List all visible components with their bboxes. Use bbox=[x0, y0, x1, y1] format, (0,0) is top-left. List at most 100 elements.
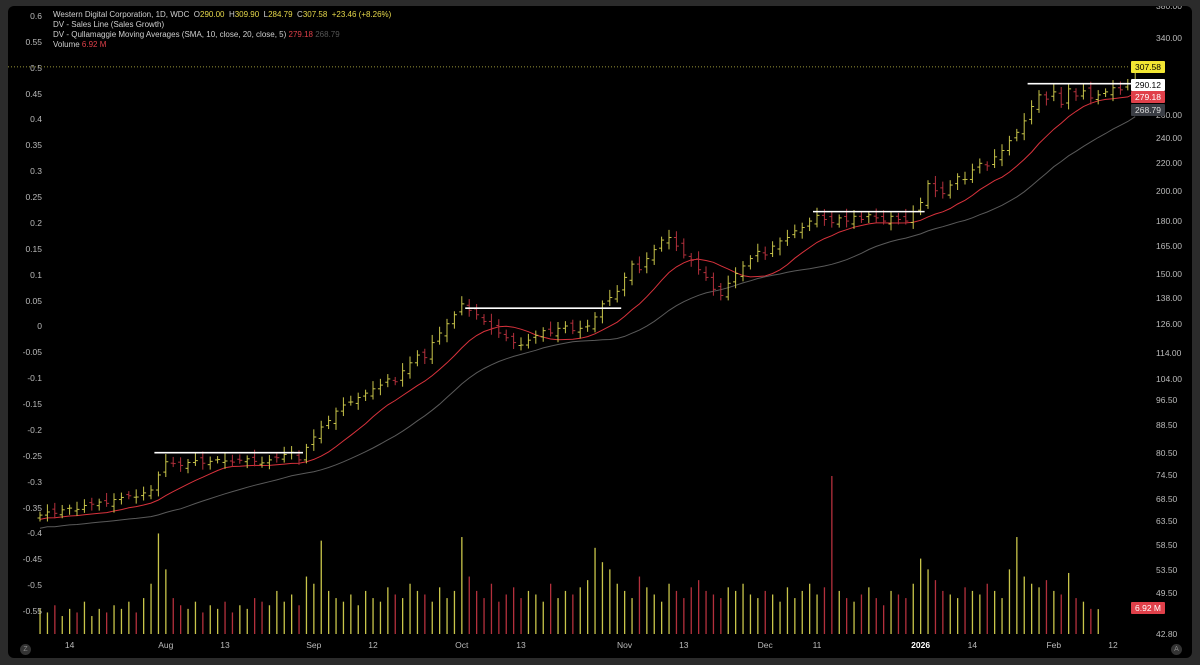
right-axis-tick: 68.50 bbox=[1156, 494, 1178, 505]
volume-bar bbox=[912, 583, 914, 634]
x-axis-label: 13 bbox=[516, 640, 526, 650]
volume-value: 6.92 M bbox=[81, 40, 107, 49]
price-chart[interactable] bbox=[8, 6, 1192, 658]
volume-bar bbox=[868, 587, 870, 634]
volume-bar bbox=[1097, 609, 1099, 634]
volume-bar bbox=[402, 598, 404, 634]
volume-bar bbox=[1053, 590, 1055, 634]
volume-bar bbox=[83, 601, 86, 634]
volume-bar bbox=[1082, 601, 1085, 634]
right-axis-tick: 126.00 bbox=[1156, 318, 1182, 329]
volume-bar bbox=[749, 594, 752, 634]
volume-bar bbox=[609, 569, 611, 634]
volume-bar bbox=[979, 594, 981, 634]
high-label: H bbox=[228, 10, 235, 19]
volume-bar bbox=[202, 612, 204, 634]
volume-bar bbox=[1031, 583, 1033, 634]
volume-bar bbox=[298, 605, 300, 634]
x-axis-label: 12 bbox=[1108, 640, 1118, 650]
volume-bar bbox=[350, 594, 352, 634]
volume-bar bbox=[291, 594, 293, 634]
volume-bar bbox=[1090, 608, 1092, 634]
volume-bar bbox=[320, 540, 322, 634]
volume-bar bbox=[476, 590, 478, 634]
volume-bar bbox=[742, 583, 744, 634]
legend-title: Western Digital Corporation, 1D, WDC bbox=[53, 10, 190, 19]
legend-volume[interactable]: Volume 6.92 M bbox=[53, 40, 391, 50]
volume-bar bbox=[831, 476, 833, 634]
volume-bar bbox=[46, 612, 49, 634]
right-axis-tick: 104.00 bbox=[1156, 373, 1182, 384]
volume-bar bbox=[1045, 580, 1048, 634]
volume-bar bbox=[76, 612, 78, 634]
volume-bar bbox=[631, 598, 633, 634]
volume-bar bbox=[187, 608, 189, 634]
volume-bar bbox=[490, 583, 493, 634]
sma10-line bbox=[39, 92, 1136, 520]
volume-bar bbox=[860, 594, 863, 634]
volume-bar bbox=[838, 590, 840, 634]
volume-bar bbox=[224, 601, 226, 634]
left-axis-tick: 0.2 bbox=[30, 217, 42, 228]
x-axis-label: Sep bbox=[306, 640, 322, 650]
volume-bar bbox=[239, 605, 241, 634]
volume-bar bbox=[735, 590, 737, 634]
legend-indicator-sales-line[interactable]: DV - Sales Line (Sales Growth) bbox=[53, 20, 165, 29]
left-axis-tick: 0.5 bbox=[30, 62, 42, 73]
right-axis-tick: 200.00 bbox=[1156, 185, 1182, 196]
chart-panel[interactable]: Western Digital Corporation, 1D, WDC O29… bbox=[8, 6, 1192, 658]
volume-bar bbox=[372, 598, 374, 634]
volume-bar bbox=[254, 598, 256, 634]
volume-bar bbox=[1068, 572, 1070, 634]
right-axis-tick: 260.00 bbox=[1156, 110, 1182, 121]
volume-bar bbox=[409, 583, 411, 634]
left-axis-tick: 0.6 bbox=[30, 11, 42, 21]
left-axis-tick: -0.55 bbox=[22, 606, 42, 616]
volume-bar bbox=[994, 590, 996, 634]
volume-bar bbox=[772, 594, 774, 634]
volume-bar bbox=[424, 594, 426, 634]
volume-bar bbox=[601, 562, 604, 634]
right-axis-tick: 380.00 bbox=[1156, 6, 1182, 12]
volume-bar bbox=[764, 590, 766, 634]
volume-bar bbox=[313, 583, 315, 634]
volume-bar bbox=[794, 598, 796, 634]
volume-bar bbox=[786, 587, 789, 634]
right-axis-tick: 63.50 bbox=[1156, 515, 1178, 526]
left-axis-tick: -0.35 bbox=[22, 502, 42, 513]
volume-bar bbox=[157, 533, 160, 634]
right-axis-tick: 49.50 bbox=[1156, 587, 1178, 598]
volume-bar bbox=[690, 587, 692, 634]
right-axis-tick: 138.00 bbox=[1156, 292, 1182, 303]
volume-bar bbox=[779, 601, 781, 634]
right-axis-tick: 53.50 bbox=[1156, 565, 1178, 576]
scroll-left-button[interactable]: Z bbox=[20, 644, 31, 655]
volume-bar bbox=[276, 590, 278, 634]
volume-bar bbox=[557, 598, 559, 634]
close-label: C bbox=[297, 10, 303, 19]
volume-bar bbox=[246, 608, 248, 634]
x-axis-label: 14 bbox=[967, 640, 978, 650]
right-axis-tick: 88.50 bbox=[1156, 420, 1178, 431]
volume-bar bbox=[180, 605, 182, 634]
volume-bar bbox=[853, 601, 855, 634]
volume-bar bbox=[542, 601, 544, 634]
volume-bar bbox=[942, 590, 944, 634]
volume-bar bbox=[727, 587, 729, 634]
x-axis-label: 11 bbox=[812, 640, 822, 650]
volume-bar bbox=[505, 594, 507, 634]
volume-bar bbox=[720, 598, 722, 634]
right-axis-tick: 180.00 bbox=[1156, 216, 1182, 227]
volume-bar bbox=[69, 608, 71, 634]
volume-bar bbox=[883, 605, 885, 634]
legend-indicator-moving-averages[interactable]: DV - Qullamaggie Moving Averages (SMA, 1… bbox=[53, 30, 391, 40]
volume-bar bbox=[1008, 569, 1011, 634]
volume-bar bbox=[587, 580, 589, 634]
left-axis-tick: 0.35 bbox=[25, 140, 42, 151]
volume-badge: 6.92 M bbox=[1131, 602, 1165, 614]
volume-bar bbox=[194, 601, 197, 634]
volume-bar bbox=[927, 569, 929, 634]
volume-bar bbox=[920, 558, 922, 634]
auto-scale-button[interactable]: A bbox=[1171, 644, 1182, 655]
volume-bar bbox=[957, 598, 959, 634]
